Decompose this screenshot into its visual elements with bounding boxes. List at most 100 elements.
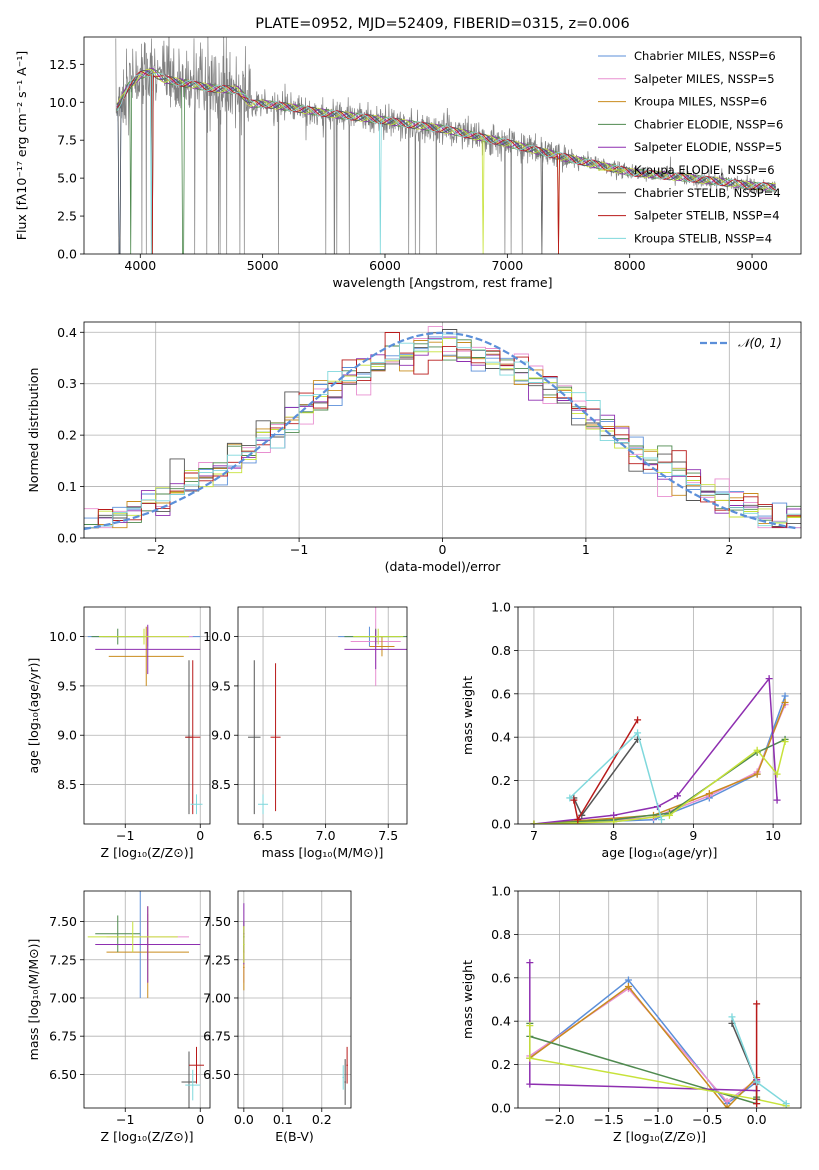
mass-weight-point <box>705 790 713 798</box>
plot-area <box>530 675 789 824</box>
y-tick-label: 0.6 <box>491 970 511 985</box>
y-tick-label: 9.0 <box>211 728 231 743</box>
y-tick-label: 7.50 <box>203 914 231 929</box>
x-axis-label: wavelength [Angstrom, rest frame] <box>332 275 552 290</box>
x-tick-label: 0.0 <box>234 1112 254 1127</box>
y-tick-label: 0.0 <box>491 1101 511 1116</box>
mass-weight-point <box>673 792 681 800</box>
mass-weight-point <box>753 746 761 754</box>
mass-weight-point <box>728 1013 736 1021</box>
residual-histogram <box>84 329 801 529</box>
mass-weight-line <box>529 962 758 1092</box>
axes-frame <box>83 890 211 1109</box>
axes-frame <box>517 890 802 1109</box>
x-tick-label: 9 <box>689 828 697 843</box>
mass-weight-point <box>526 1022 534 1030</box>
model-spectrum-line <box>116 70 777 254</box>
y-axis-label: mass weight <box>460 960 475 1039</box>
axes-frame <box>83 36 802 255</box>
mass-weight-point <box>781 698 789 706</box>
x-tick-label: 1 <box>582 542 590 557</box>
x-tick-label: −0.5 <box>692 1112 722 1127</box>
axes-frame <box>237 890 352 1109</box>
y-tick-label: 1.0 <box>491 884 511 899</box>
y-tick-label: 2.5 <box>57 209 77 224</box>
y-tick-label: 7.00 <box>203 990 231 1005</box>
y-tick-label: 6.75 <box>203 1029 231 1044</box>
mass-weight-point <box>624 976 632 984</box>
mass-weight-line <box>573 719 639 822</box>
plot-area <box>87 891 204 1108</box>
x-tick-label: 7000 <box>491 258 523 273</box>
y-tick-label: 7.25 <box>203 952 231 967</box>
x-axis-label: age [log₁₀(age/yr)] <box>602 845 718 860</box>
x-tick-label: 7 <box>530 828 538 843</box>
mass-weight-point <box>753 1078 761 1086</box>
mass-weight-point <box>665 811 673 819</box>
panel-mass-vs-Z: −1 0 6.50 6.75 7.00 7.25 7.50 Z [log₁₀(Z/Z⊙)] ma… <box>26 890 211 1144</box>
axes-frame <box>83 321 802 539</box>
legend-entry: Salpeter STELIB, NSSP=4 <box>634 209 780 223</box>
mass-weight-line <box>529 985 758 1108</box>
y-axis-label: mass [log₁₀(M/M⊙)] <box>26 939 41 1061</box>
mass-weight-point <box>765 675 773 683</box>
mass-weight-line <box>533 676 778 824</box>
mass-weight-point <box>773 796 781 804</box>
model-spectrum-line <box>116 71 777 254</box>
y-tick-label: 0.8 <box>491 927 511 942</box>
x-axis-label: (data-model)/error <box>385 559 502 574</box>
y-tick-label: 7.25 <box>49 952 77 967</box>
mass-weight-point <box>526 959 534 967</box>
plot-area <box>243 903 348 1105</box>
y-axis-label: age [log₁₀(age/yr)] <box>26 658 41 774</box>
axes-frame <box>83 606 211 825</box>
y-tick-label: 8.5 <box>57 777 77 792</box>
x-tick-label: 6000 <box>369 258 401 273</box>
mass-weight-point <box>781 738 789 746</box>
mass-weight-point <box>781 692 789 700</box>
plot-area <box>526 959 790 1108</box>
y-axis-label: mass weight <box>460 676 475 755</box>
mass-weight-line <box>573 738 639 817</box>
plot-area <box>248 607 407 815</box>
x-tick-label: −1.0 <box>643 1112 673 1127</box>
y-axis-label: Flux [fλ10⁻¹⁷ erg cm⁻² s⁻¹ A⁻¹] <box>14 51 29 240</box>
x-axis-label: Z [log₁₀(Z/Z⊙)] <box>101 1129 194 1144</box>
mass-weight-point <box>634 716 642 724</box>
legend-entry: Salpeter ELODIE, NSSP=5 <box>634 140 782 154</box>
panel-weight-vs-Z: −2.0 −1.5 −1.0 −0.5 0.0 0.0 0.2 0.4 0.6 0.8 1.0 Z [… <box>460 884 802 1144</box>
plot-area <box>84 326 801 531</box>
y-tick-label: 5.0 <box>57 171 77 186</box>
x-tick-label: 4000 <box>124 258 156 273</box>
x-tick-label: 2 <box>725 542 733 557</box>
legend-entry: Salpeter MILES, NSSP=5 <box>634 72 775 86</box>
mass-weight-point <box>723 1097 731 1105</box>
model-spectrum-line <box>116 67 776 191</box>
y-tick-label: 7.00 <box>49 990 77 1005</box>
mass-weight-point <box>526 1080 534 1088</box>
x-tick-label: 0.2 <box>312 1112 332 1127</box>
panel-mass-vs-EBV: 0.0 0.1 0.2 6.50 6.75 7.00 7.25 7.50 E(B-V) <box>203 890 352 1144</box>
x-tick-label: 9000 <box>736 258 768 273</box>
normal-curve <box>84 331 799 531</box>
legend-entry: Kroupa ELODIE, NSSP=6 <box>634 163 775 177</box>
mass-weight-line <box>569 731 663 820</box>
mass-weight-point <box>530 820 538 824</box>
model-spectrum-line <box>116 72 776 254</box>
y-tick-label: 1.0 <box>491 600 511 615</box>
mass-weight-point <box>773 770 781 778</box>
plot-area <box>87 624 203 815</box>
y-tick-label: 10.0 <box>49 95 77 110</box>
panel-age-vs-Z: −1 0 8.5 9.0 9.5 10.0 Z [log₁₀(Z/Z⊙)] age [log₁… <box>26 606 211 860</box>
x-tick-label: −2 <box>146 542 164 557</box>
mass-weight-point <box>657 816 665 824</box>
y-tick-label: 0.1 <box>57 479 77 494</box>
y-tick-label: 0.4 <box>491 1014 511 1029</box>
mass-weight-point <box>624 982 632 990</box>
y-tick-label: 0.4 <box>57 325 77 340</box>
axes-frame <box>517 606 802 825</box>
x-tick-label: 7.5 <box>378 828 398 843</box>
mass-weight-line <box>529 1025 787 1107</box>
mass-weight-point <box>566 794 574 802</box>
y-tick-label: 0.2 <box>491 773 511 788</box>
